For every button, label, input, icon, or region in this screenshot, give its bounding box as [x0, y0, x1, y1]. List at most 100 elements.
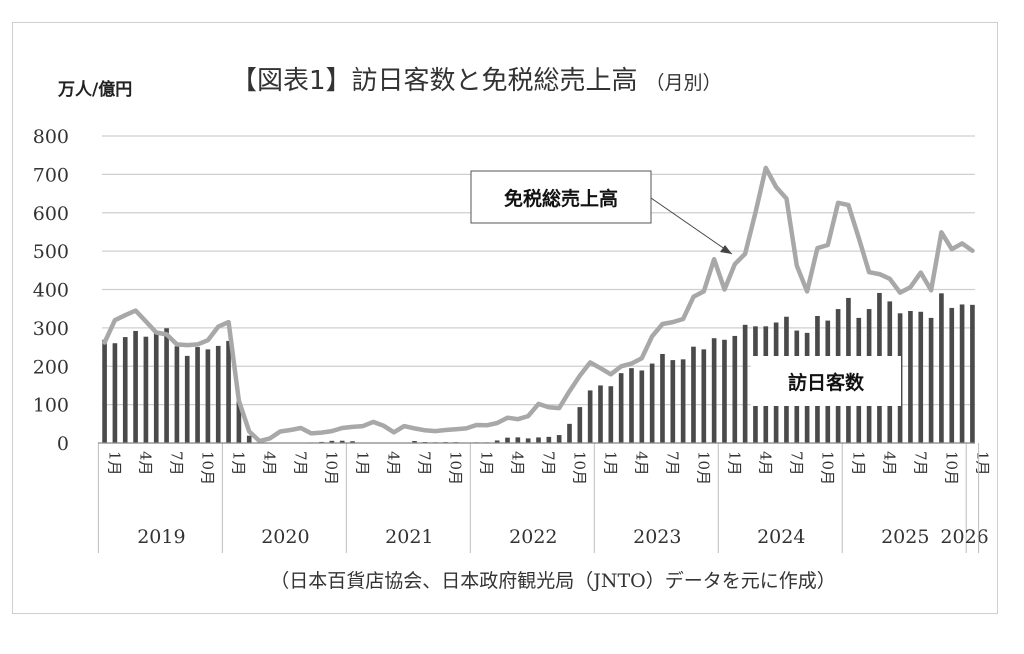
x-year-label: 2026	[940, 526, 988, 548]
bar-visitors	[949, 307, 955, 443]
bar-visitors	[742, 324, 748, 443]
x-month-label: 7月	[540, 451, 558, 476]
bar-visitors	[660, 353, 665, 443]
bar-visitors	[339, 440, 345, 443]
x-month-label: 4月	[385, 451, 403, 476]
x-month-label: 1月	[106, 451, 124, 476]
line-callout-label: 免税総売上高	[504, 187, 618, 210]
x-month-label: 10月	[570, 451, 588, 485]
x-month-label: 1月	[230, 451, 248, 476]
x-month-label: 1月	[354, 451, 372, 476]
x-year-label: 2020	[261, 526, 309, 548]
bar-visitors	[174, 346, 180, 443]
x-month-label: 10月	[323, 451, 341, 485]
x-year-label: 2021	[385, 526, 433, 548]
x-month-label: 4月	[632, 451, 650, 476]
bar-visitors	[412, 441, 417, 443]
chart-svg: 0 100 200 300 400 500 600 700 800 1月 4月 7月 10月 2019 1月…	[33, 66, 992, 592]
bar-visitors	[133, 330, 138, 443]
y-tick-label: 0	[57, 433, 69, 455]
bar-visitors	[918, 311, 924, 443]
bar-visitors	[970, 304, 975, 443]
bar-visitors	[618, 373, 624, 443]
x-month-label: 1月	[478, 451, 496, 476]
grid-layer	[102, 135, 975, 444]
x-month-label: 10月	[694, 451, 712, 485]
x-month-label: 10月	[199, 451, 217, 485]
x-month-label: 7月	[416, 451, 434, 476]
bar-visitors	[722, 339, 727, 443]
bar-visitors	[567, 423, 572, 443]
x-year-label: 2024	[757, 526, 805, 548]
axis-layer: 0 100 200 300 400 500 600 700 800 1月 4月 7月 10月 2019 1月…	[33, 126, 991, 553]
bar-visitors	[577, 407, 583, 443]
bar-visitors	[649, 363, 655, 443]
line-layer	[102, 165, 975, 444]
bar-visitors	[246, 435, 252, 443]
y-tick-label: 100	[33, 395, 69, 417]
bar-visitors	[587, 390, 593, 443]
y-tick-label: 300	[33, 318, 69, 340]
x-month-label: 7月	[168, 451, 186, 476]
bar-visitors	[236, 401, 242, 443]
bar-visitors	[598, 385, 603, 443]
x-month-label: 1月	[601, 451, 619, 476]
bar-visitors	[536, 437, 541, 443]
y-tick-label: 500	[33, 241, 69, 263]
bar-visitors	[691, 346, 696, 443]
bar-visitors	[112, 343, 118, 443]
bar-visitors	[329, 440, 335, 443]
x-month-label: 4月	[509, 451, 527, 476]
bar-visitors	[205, 349, 211, 443]
bar-visitors	[494, 440, 500, 443]
y-tick-label: 800	[33, 126, 69, 148]
x-month-label: 4月	[756, 451, 774, 476]
bar-visitors	[732, 335, 738, 443]
line-callout-arrow	[650, 197, 733, 255]
bar-visitors	[102, 339, 107, 443]
bar-visitors	[908, 310, 913, 443]
x-year-label: 2025	[881, 526, 929, 548]
bar-visitors	[164, 328, 169, 443]
x-month-label: 1月	[725, 451, 743, 476]
x-month-label: 4月	[880, 451, 898, 476]
y-tick-label: 400	[33, 280, 69, 302]
bar-visitors	[515, 437, 521, 443]
y-unit-label: 万人/億円	[57, 79, 132, 100]
bar-callout-box	[751, 356, 901, 406]
chart-frame: 0 100 200 300 400 500 600 700 800 1月 4月 7月 10月 2019 1月…	[12, 22, 998, 614]
bar-visitors	[195, 347, 200, 443]
bar-visitors	[959, 304, 965, 443]
y-tick-label: 600	[33, 203, 69, 225]
bar-visitors	[556, 435, 562, 443]
bar-visitors	[525, 438, 531, 443]
x-month-label: 4月	[261, 451, 279, 476]
bar-visitors	[122, 337, 128, 443]
bar-visitors	[680, 359, 686, 443]
x-year-label: 2023	[633, 526, 681, 548]
y-tick-label: 700	[33, 164, 69, 186]
bar-visitors	[546, 436, 552, 443]
x-month-label: 1月	[849, 451, 867, 476]
line-callout-arrowhead	[720, 245, 732, 254]
line-callout-box	[470, 170, 652, 224]
bar-visitors	[226, 340, 231, 443]
bar-visitors	[670, 360, 676, 443]
x-month-label: 10月	[942, 451, 960, 485]
bar-visitors	[215, 345, 221, 443]
x-month-label: 10月	[447, 451, 465, 485]
x-month-label: 7月	[787, 451, 805, 476]
x-month-label: 7月	[911, 451, 929, 476]
x-month-label: 1月	[973, 451, 991, 476]
bar-visitors	[701, 349, 707, 443]
bar-visitors	[184, 355, 190, 443]
x-year-label: 2019	[137, 526, 185, 548]
x-month-label: 10月	[818, 451, 836, 485]
bar-visitors	[608, 386, 614, 443]
x-month-label: 7月	[663, 451, 681, 476]
bar-callout-label: 訪日客数	[788, 371, 865, 394]
bar-visitors	[928, 317, 934, 443]
source-note: （日本百貨店協会、日本政府観光局（JNTO）データを元に作成）	[270, 570, 836, 592]
bar-visitors	[350, 441, 355, 443]
x-month-label: 7月	[292, 451, 310, 476]
